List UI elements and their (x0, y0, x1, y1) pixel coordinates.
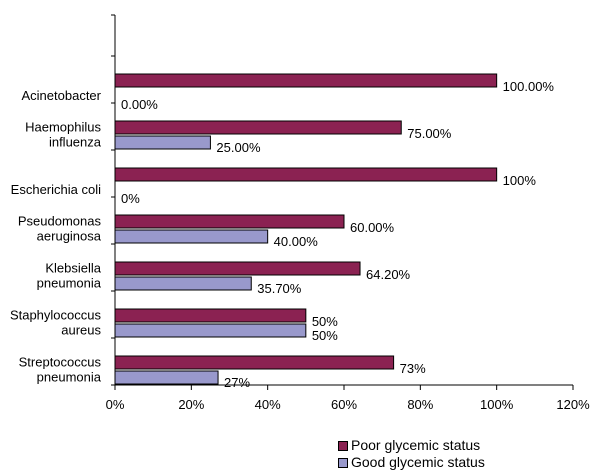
data-label: 100.00% (503, 79, 555, 94)
bar-good (114, 276, 252, 291)
category-label: Pseudomonas aeruginosa (18, 214, 102, 244)
bar-good (114, 229, 269, 244)
data-label: 0.00% (121, 97, 158, 112)
x-tick-label: 20% (178, 397, 204, 412)
legend-item-poor: Poor glycemic status (338, 437, 485, 454)
category-label: Escherichia coli (11, 182, 101, 197)
bar-poor (114, 120, 402, 135)
data-label: 25.00% (216, 140, 261, 155)
legend: Poor glycemic status Good glycemic statu… (338, 437, 485, 471)
labels: 100.00% 0.00% Acinetobacter 75.00% 25.00% Hae… (10, 79, 554, 390)
data-label: 27% (224, 375, 250, 390)
x-tick-label: 60% (331, 397, 357, 412)
bar-good (114, 135, 211, 150)
category-label: Acinetobacter (22, 88, 102, 103)
data-label: 50% (312, 328, 338, 343)
data-label: 0% (121, 191, 140, 206)
data-label: 64.20% (366, 267, 411, 282)
x-tick-label: 100% (480, 397, 514, 412)
data-label: 60.00% (350, 220, 395, 235)
x-tick-label: 80% (407, 397, 433, 412)
data-label: 73% (400, 361, 426, 376)
bar-poor (114, 167, 498, 182)
data-label: 40.00% (274, 234, 319, 249)
data-label: 50% (312, 314, 338, 329)
data-label: 75.00% (407, 126, 452, 141)
legend-swatch-poor (338, 440, 348, 451)
legend-item-good: Good glycemic status (338, 454, 485, 471)
bar-good (114, 370, 219, 385)
bar-poor (114, 308, 307, 323)
x-tick-label: 0% (106, 397, 125, 412)
bar-good (114, 323, 307, 338)
bar-poor (114, 214, 345, 229)
data-label: 35.70% (257, 281, 302, 296)
bars (114, 73, 498, 385)
bar-poor (114, 261, 361, 276)
category-label: Haemophilus influenza (25, 120, 102, 150)
legend-swatch-good (338, 457, 348, 468)
legend-label-poor: Poor glycemic status (351, 437, 481, 453)
legend-label-good: Good glycemic status (351, 454, 485, 470)
bar-poor (114, 355, 395, 370)
category-label: Staphylococcus aureus (10, 308, 102, 338)
category-label: Streptococcus pneumonia (19, 355, 102, 385)
x-tick-label: 40% (255, 397, 281, 412)
data-label: 100% (503, 173, 537, 188)
axes: 0% 20% 40% 60% 80% 100% 120% (106, 14, 590, 412)
category-label: Klebsiella pneumonia (37, 261, 102, 291)
x-tick-label: 120% (556, 397, 590, 412)
bar-poor (114, 73, 498, 88)
